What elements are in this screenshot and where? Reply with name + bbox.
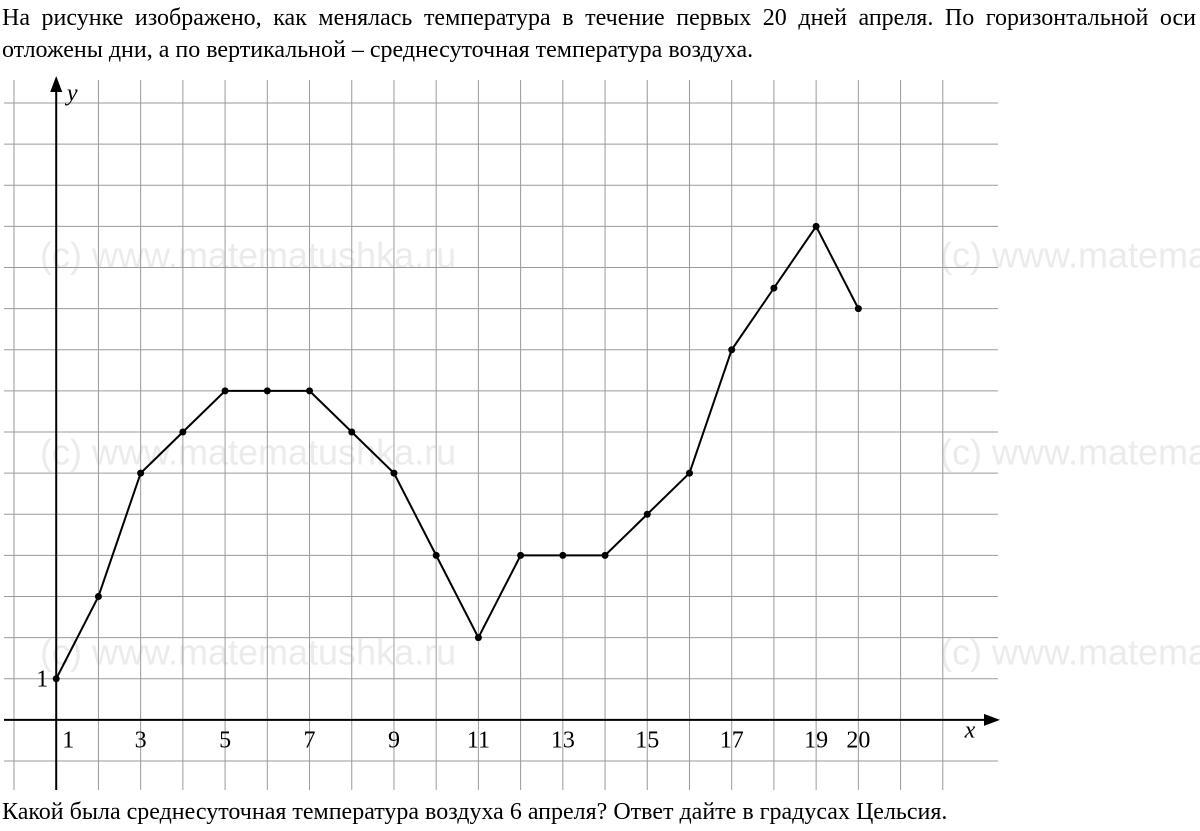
y-axis-label: y — [65, 81, 78, 107]
point — [179, 428, 187, 436]
x-axis-label: x — [964, 717, 976, 743]
point — [221, 387, 229, 395]
point — [517, 551, 525, 559]
point — [770, 284, 778, 292]
x-tick-label: 11 — [467, 727, 490, 753]
question-bottom: Какой была среднесуточная температура во… — [2, 799, 948, 825]
point — [94, 593, 102, 600]
x-tick-label: 15 — [635, 727, 659, 753]
point — [52, 675, 60, 683]
point — [390, 469, 398, 477]
x-tick-label: 20 — [846, 727, 870, 753]
x-tick-label: 5 — [219, 727, 231, 753]
x-tick-label: 19 — [804, 727, 828, 753]
watermark: (c) www.matematushka.ru — [940, 235, 1200, 276]
question-top: На рисунке изображено, как менялась темп… — [2, 5, 1196, 63]
y-tick-label: 1 — [36, 666, 48, 692]
x-axis-arrow — [984, 713, 1000, 726]
point — [474, 634, 482, 642]
line — [55, 224, 860, 680]
watermark: (c) www.matematushka.ru — [40, 235, 456, 276]
point — [263, 387, 271, 395]
point — [728, 346, 736, 354]
point — [559, 551, 567, 559]
x-tick-label: 7 — [304, 727, 316, 753]
x-tick-label: 13 — [551, 727, 575, 753]
point — [854, 305, 862, 313]
x-tick-label: 1 — [62, 727, 74, 753]
point — [432, 551, 440, 559]
point — [685, 469, 693, 477]
point — [137, 469, 145, 477]
watermark: (c) www.matematushka.ru — [40, 632, 456, 673]
point — [306, 387, 314, 395]
watermark: (c) www.matematushka.ru — [940, 632, 1200, 673]
y-axis-arrow — [50, 76, 63, 92]
x-tick-label: 9 — [388, 727, 400, 753]
watermark: (c) www.matematushka.ru — [940, 432, 1200, 473]
x-tick-label: 3 — [135, 727, 147, 753]
point — [348, 428, 356, 436]
x-tick-label: 17 — [720, 727, 744, 753]
point — [812, 222, 820, 230]
point — [601, 551, 609, 559]
point — [643, 510, 651, 518]
